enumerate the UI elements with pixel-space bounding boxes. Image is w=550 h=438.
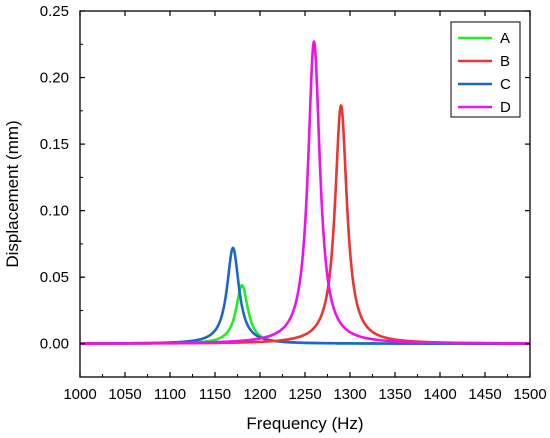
x-tick-label: 1350 xyxy=(378,386,411,403)
x-axis: 1000 1050 1100 1150 1200 1250 1300 1350 1400 1450… xyxy=(63,11,547,403)
x-tick-label: 1050 xyxy=(108,386,141,403)
x-tick-label: 1000 xyxy=(63,386,96,403)
legend-label-c: C xyxy=(500,76,511,93)
x-tick-label: 1150 xyxy=(199,386,231,403)
x-tick-label: 1300 xyxy=(333,386,366,403)
x-tick-label: 1500 xyxy=(513,386,546,403)
x-tick-label: 1200 xyxy=(243,386,276,403)
y-axis-title: Displacement (mm) xyxy=(3,120,22,267)
legend-label-a: A xyxy=(500,30,510,47)
series-line-c xyxy=(79,246,531,345)
y-tick-label: 0.00 xyxy=(40,336,69,353)
x-tick-label: 1100 xyxy=(154,386,186,403)
y-axis: 0.00 0.05 0.10 0.15 0.20 0.25 xyxy=(40,3,530,378)
y-tick-label: 0.10 xyxy=(40,203,69,220)
curves-layer xyxy=(79,40,531,345)
x-tick-label: 1400 xyxy=(423,386,456,403)
x-tick-label: 1250 xyxy=(288,386,321,403)
legend-label-b: B xyxy=(500,53,510,70)
series-line-d xyxy=(79,40,531,345)
legend-label-d: D xyxy=(500,99,511,116)
y-tick-label: 0.15 xyxy=(40,136,69,153)
x-axis-title: Frequency (Hz) xyxy=(246,414,363,433)
x-tick-label: 1450 xyxy=(468,386,501,403)
y-tick-label: 0.25 xyxy=(40,3,69,20)
y-tick-label: 0.20 xyxy=(40,70,69,87)
y-tick-label: 0.05 xyxy=(40,269,69,286)
